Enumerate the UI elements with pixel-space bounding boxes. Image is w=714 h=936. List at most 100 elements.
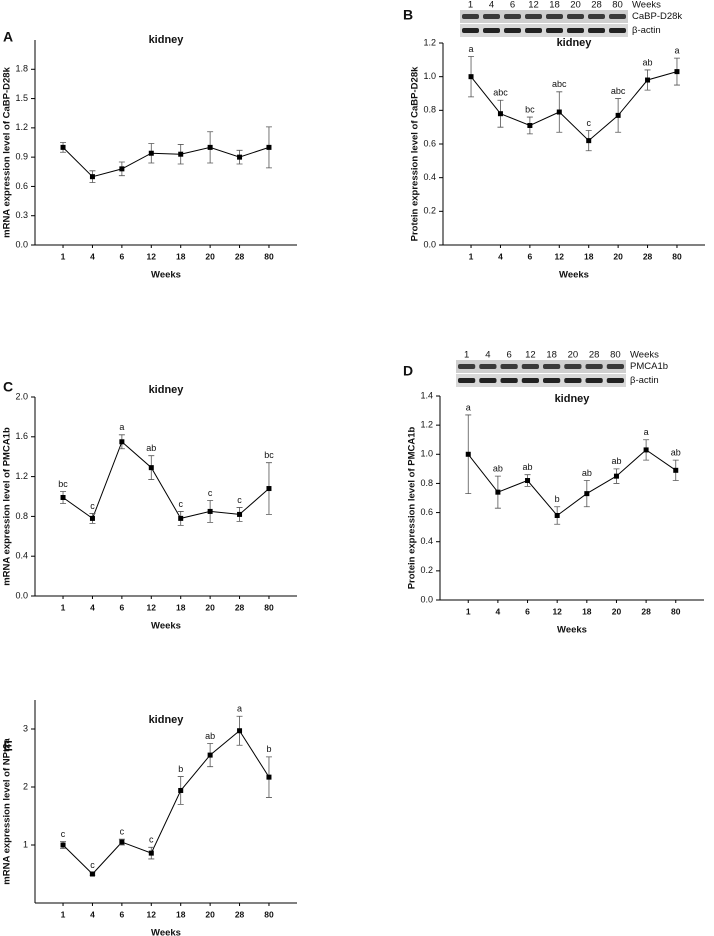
data-point <box>207 508 213 514</box>
blot-band <box>609 28 626 33</box>
x-tick-label: 1 <box>61 602 66 612</box>
blot-lane-label: 6 <box>506 350 511 361</box>
panel-letter: E <box>3 738 12 754</box>
blot-band-label: β-actin <box>632 25 661 36</box>
x-tick-label: 6 <box>528 251 533 261</box>
y-axis-label: Protein expression level of CaBP-D28k <box>410 66 421 241</box>
y-tick-label: 0.9 <box>15 152 28 162</box>
blot-band <box>546 14 563 19</box>
y-tick-label: 0.8 <box>15 511 28 521</box>
chart-title: kidney <box>149 34 185 46</box>
x-tick-label: 4 <box>90 251 95 261</box>
blot-band <box>479 378 497 383</box>
data-point <box>554 512 560 518</box>
x-axis-label: Weeks <box>559 270 589 281</box>
data-line <box>62 440 270 520</box>
significance-letter: c <box>149 835 154 845</box>
data-point <box>527 122 533 128</box>
significance-letter: c <box>237 495 242 505</box>
significance-letter: ab <box>523 462 533 472</box>
blot-band <box>588 28 605 33</box>
blot-lane-label: 18 <box>549 0 560 11</box>
data-point <box>60 842 66 848</box>
data-point <box>643 447 649 453</box>
data-point <box>119 839 125 845</box>
significance-letter: c <box>208 488 213 498</box>
y-tick-label: 2.0 <box>15 391 28 401</box>
x-tick-label: 80 <box>672 251 682 261</box>
x-tick-label: 4 <box>90 909 95 919</box>
y-tick-label: 1.8 <box>15 64 28 74</box>
blot-lanes-title: Weeks <box>630 350 659 361</box>
data-point <box>237 154 243 160</box>
data-point <box>266 774 272 780</box>
x-axis-label: Weeks <box>557 625 587 636</box>
x-tick-label: 12 <box>555 251 565 261</box>
x-tick-label: 28 <box>235 602 245 612</box>
x-tick-label: 80 <box>264 909 274 919</box>
x-tick-label: 6 <box>120 602 125 612</box>
x-tick-label: 80 <box>671 606 681 616</box>
y-tick-label: 1.0 <box>423 71 436 81</box>
chart-title: kidney <box>149 714 185 726</box>
data-point <box>673 467 679 473</box>
x-tick-label: 18 <box>176 909 186 919</box>
significance-letter: a <box>469 44 474 54</box>
blot-band <box>525 28 542 33</box>
x-tick-label: 20 <box>205 251 215 261</box>
blot-band <box>564 364 582 369</box>
y-tick-label: 0.4 <box>15 551 28 561</box>
data-line <box>470 71 678 142</box>
x-tick-label: 20 <box>205 602 215 612</box>
x-tick-label: 6 <box>120 251 125 261</box>
data-point <box>237 728 243 734</box>
y-tick-label: 0.6 <box>15 181 28 191</box>
x-tick-label: 12 <box>147 602 157 612</box>
blot-band <box>462 14 479 19</box>
y-tick-label: 2 <box>23 781 28 791</box>
data-point <box>645 77 651 83</box>
data-point <box>148 850 154 856</box>
blot-lane-label: 6 <box>510 0 515 11</box>
x-tick-label: 18 <box>584 251 594 261</box>
blot-band <box>521 378 539 383</box>
blot-lane-label: 18 <box>546 350 557 361</box>
significance-letter: abc <box>611 86 626 96</box>
data-point <box>266 486 272 492</box>
data-point <box>266 144 272 150</box>
data-point <box>148 465 154 471</box>
y-tick-label: 1.0 <box>420 449 433 459</box>
blot-band <box>504 28 521 33</box>
significance-letter: ab <box>643 57 653 67</box>
data-point <box>674 69 680 75</box>
x-tick-label: 4 <box>90 602 95 612</box>
significance-letter: abc <box>493 88 508 98</box>
data-point <box>148 150 154 156</box>
x-tick-label: 18 <box>582 606 592 616</box>
y-tick-label: 0.8 <box>423 105 436 115</box>
x-tick-label: 80 <box>264 251 274 261</box>
blot-band <box>585 364 603 369</box>
blot-band <box>504 14 521 19</box>
data-line <box>62 146 270 178</box>
x-axis-label: Weeks <box>151 621 181 632</box>
y-tick-label: 0.4 <box>420 536 433 546</box>
y-tick-label: 3 <box>23 723 28 733</box>
blot-band <box>479 364 497 369</box>
x-tick-label: 20 <box>205 909 215 919</box>
data-point <box>584 491 590 497</box>
x-tick-label: 6 <box>120 909 125 919</box>
blot-band <box>588 14 605 19</box>
data-point <box>207 144 213 150</box>
blot-lane-label: 20 <box>570 0 581 11</box>
x-axis-label: Weeks <box>151 928 181 936</box>
x-tick-label: 12 <box>552 606 562 616</box>
blot-background <box>460 10 628 23</box>
panel-letter: B <box>403 7 413 23</box>
y-tick-label: 1.5 <box>15 93 28 103</box>
y-tick-label: 0.3 <box>15 210 28 220</box>
significance-letter: ab <box>671 447 681 457</box>
blot-band <box>585 378 603 383</box>
significance-letter: c <box>90 501 95 511</box>
